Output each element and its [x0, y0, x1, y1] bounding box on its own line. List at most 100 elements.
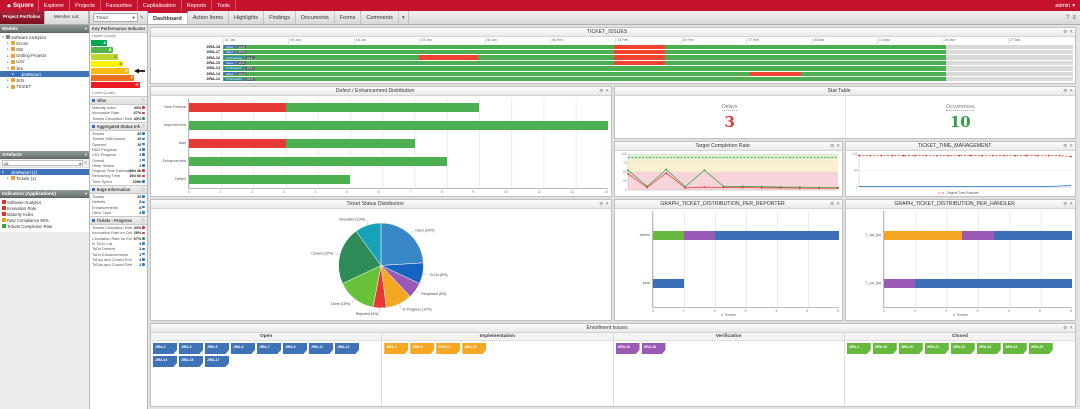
kanban-card[interactable]: JIRA-12	[335, 343, 359, 354]
kanban-card[interactable]: JIRA-16	[615, 343, 640, 354]
gantt-bar-segment[interactable]	[223, 60, 614, 66]
kpi-level-bar-F[interactable]: F	[91, 75, 135, 81]
metric-row-circulation-rate-for-enh[interactable]: Circulation Rate for Enh. 67%	[90, 236, 147, 241]
metric-row-v-v-progress[interactable]: V&V Progress 2	[90, 152, 147, 157]
info-icon[interactable]: ⓘ	[141, 218, 145, 223]
gantt-chip[interactable]: v1.1	[244, 66, 255, 71]
metric-row-r-d-progress[interactable]: R&D Progress 4	[90, 147, 147, 152]
gantt-bar-segment[interactable]	[614, 55, 665, 60]
user-menu[interactable]: admin ▾	[1055, 0, 1077, 11]
bar-segment[interactable]	[684, 230, 715, 240]
menu-icon[interactable]: ≡	[1072, 14, 1076, 21]
panel-settings-icon[interactable]: ⚙	[1063, 29, 1068, 34]
gantt-bar-segment[interactable]	[801, 71, 946, 76]
tree-item-jirareport[interactable]: ▸ JiraReport	[0, 71, 89, 78]
tree-item-uav[interactable]: ▸ UAV	[0, 59, 89, 65]
tab-dashboard[interactable]: Dashboard	[148, 11, 188, 24]
tab-highlights[interactable]: Highlights	[229, 11, 265, 24]
kanban-card[interactable]: JIRA-14	[153, 356, 177, 367]
kanban-card[interactable]: JIRA-15	[179, 356, 203, 367]
panel-settings-icon[interactable]: ⚙	[1063, 325, 1068, 330]
panel-settings-icon[interactable]: ⚙	[830, 143, 835, 148]
nav-item-favourites[interactable]: Favourites	[101, 0, 138, 11]
tree-item-getting-projects[interactable]: ▸ Getting Projects	[0, 53, 89, 59]
gantt-chip[interactable]: In Progress	[224, 66, 244, 71]
kanban-card[interactable]: JIRA-9	[283, 343, 307, 354]
panel-close-icon[interactable]: ✕	[1069, 29, 1073, 34]
gantt-bar-segment[interactable]	[223, 44, 614, 49]
panel-settings-icon[interactable]: ⚙	[599, 88, 604, 93]
bar-segment[interactable]	[189, 174, 351, 184]
metric-row-maturity-index[interactable]: Maturity Index 43%	[90, 105, 147, 110]
metric-row-original-time-estimate[interactable]: Original Time Estimate 89d 4h	[90, 168, 147, 173]
bar-segment[interactable]	[189, 156, 447, 166]
panel-close-icon[interactable]: ✕	[1069, 143, 1073, 148]
metric-row-opened[interactable]: Opened 10	[90, 141, 147, 147]
tree-toggle-icon[interactable]: ▸	[2, 170, 4, 175]
tab-action-items[interactable]: Action Items	[188, 11, 229, 24]
tab-comments[interactable]: Comments	[361, 11, 399, 24]
bar-segment[interactable]	[962, 230, 994, 240]
bar-segment[interactable]	[189, 120, 608, 130]
collapse-icon[interactable]: ▾	[84, 191, 87, 196]
metric-row-enhancements[interactable]: Enhancements 8	[90, 204, 147, 210]
kanban-card[interactable]: JIRA-10	[436, 343, 461, 354]
bar-segment[interactable]	[653, 230, 684, 240]
kanban-card[interactable]: JIRA-6	[231, 343, 255, 354]
tree-item-jkn[interactable]: ▸ JKN	[0, 77, 89, 83]
nav-item-tools[interactable]: Tools	[212, 0, 236, 11]
gantt-bar-segment[interactable]	[614, 60, 665, 66]
bar-segment[interactable]	[285, 102, 480, 112]
kanban-card[interactable]: JIRA-7	[257, 343, 281, 354]
panel-settings-icon[interactable]: ⚙	[599, 201, 604, 206]
kanban-card[interactable]: JIRA-4	[384, 343, 409, 354]
gantt-chip[interactable]: v1.1	[236, 60, 247, 65]
bar-segment[interactable]	[189, 138, 286, 148]
tree-toggle-icon[interactable]: ▸	[7, 53, 9, 58]
models-panel-header[interactable]: Models ▾	[0, 25, 89, 33]
bar-segment[interactable]	[653, 278, 684, 288]
gantt-bar-segment[interactable]	[223, 50, 614, 55]
pie-slice-closed[interactable]	[338, 230, 382, 284]
section-header-bugs-information[interactable]: Bugs Information ⓘ	[90, 184, 147, 194]
panel-close-icon[interactable]: ✕	[836, 201, 840, 206]
help-icon[interactable]: ?	[1066, 14, 1070, 21]
tree-toggle-icon[interactable]: ▸	[7, 59, 9, 64]
indicator-item-rate-compliance-95[interactable]: Rate Compliance 95%	[0, 217, 89, 223]
metric-row-innovation-rate[interactable]: Innovation Rate 67%	[90, 110, 147, 115]
gantt-chip[interactable]: Open	[224, 44, 236, 49]
metric-row-other-type[interactable]: Other Type 4	[90, 210, 147, 215]
view-selector-dropdown[interactable]: Trend ▾	[93, 13, 138, 22]
gantt-bar-segment[interactable]	[223, 77, 946, 82]
metric-row-remaining-time[interactable]: Remaining Time 19d 6h	[90, 173, 147, 178]
gantt-bar-segment[interactable]	[665, 44, 946, 49]
panel-close-icon[interactable]: ✕	[605, 201, 609, 206]
tree-toggle-icon[interactable]: ▸	[7, 78, 9, 83]
kanban-card[interactable]: JIRA-11	[309, 343, 333, 354]
indicators-panel-header[interactable]: Indicators (Applications) ▾	[0, 190, 89, 198]
kpi-level-bar-C[interactable]: C	[91, 54, 118, 60]
tab-forms[interactable]: Forms	[335, 11, 362, 24]
section-header-infos[interactable]: Infos ⓘ	[90, 96, 147, 105]
kanban-card[interactable]: JIRA-5	[205, 343, 229, 354]
nav-item-capitalisation[interactable]: Capitalisation	[138, 0, 182, 11]
panel-close-icon[interactable]: ✕	[1069, 325, 1073, 330]
bar-segment[interactable]	[189, 102, 286, 112]
app-logo[interactable]: Squore	[3, 0, 39, 11]
metric-row-tickets[interactable]: Tickets 20	[90, 194, 147, 199]
gantt-bar-segment[interactable]	[665, 55, 946, 60]
bar-segment[interactable]	[884, 278, 916, 288]
tree-toggle-icon[interactable]: ▸	[7, 84, 9, 89]
metric-row-tickets[interactable]: Tickets 20	[90, 131, 147, 136]
panel-close-icon[interactable]: ✕	[1069, 88, 1073, 93]
panel-settings-icon[interactable]: ⚙	[830, 201, 835, 206]
gantt-bar-segment[interactable]	[665, 60, 946, 66]
info-icon[interactable]: ⓘ	[141, 186, 145, 191]
gantt-chip[interactable]: In Progress	[224, 55, 244, 60]
kanban-card[interactable]: JIRA-20	[898, 343, 923, 354]
metric-row-innovation-rate-for-defects[interactable]: Innovation Rate for Defects29%	[90, 230, 147, 235]
metric-row-time-spent[interactable]: Time Spent 209h	[90, 179, 147, 184]
gantt-bar-segment[interactable]	[614, 50, 665, 55]
tree-toggle-icon[interactable]: ▸	[7, 176, 9, 181]
